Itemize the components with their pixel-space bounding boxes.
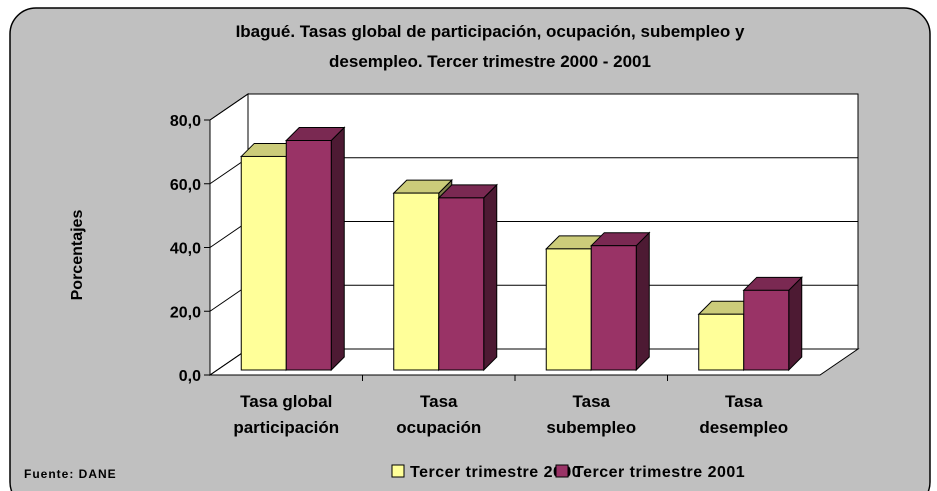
legend-swatch	[391, 464, 405, 478]
bar-front	[590, 245, 637, 371]
x-tick-label: Tasa ocupación	[396, 392, 481, 437]
y-tick-label: 20,0	[170, 304, 201, 321]
bar-side	[330, 126, 345, 372]
y-tick-label: 0,0	[179, 368, 201, 385]
bar-front	[240, 155, 287, 371]
bar-side	[788, 276, 803, 372]
source-note: Fuente: DANE	[24, 467, 117, 481]
legend-label: Tercer trimestre 2001	[574, 464, 745, 481]
bar	[437, 183, 498, 372]
x-tick-label: Tasa subempleo	[546, 392, 636, 437]
y-tick-label: 80,0	[170, 113, 201, 130]
y-tick-label: 40,0	[170, 241, 201, 258]
bar	[742, 276, 803, 372]
grid-line	[209, 93, 858, 121]
bar-front	[545, 248, 592, 371]
y-axis-label: Porcentajes	[69, 210, 86, 301]
bar-front	[743, 289, 790, 371]
bar-front	[285, 140, 332, 371]
chart-title: Ibagué. Tasas global de participación, o…	[236, 22, 745, 41]
chart-title: desempleo. Tercer trimestre 2000 - 2001	[329, 52, 651, 71]
bar-front	[393, 192, 440, 371]
bar-side	[483, 183, 498, 372]
bar-front	[438, 197, 485, 371]
bar	[590, 231, 651, 372]
x-tick-label: Tasa desempleo	[699, 392, 788, 437]
legend-label: Tercer trimestre 2000	[410, 464, 581, 481]
y-tick-label: 60,0	[170, 177, 201, 194]
bar	[285, 126, 346, 372]
legend-swatch	[555, 464, 569, 478]
bar-side	[635, 231, 650, 372]
bar-front	[698, 313, 745, 371]
x-tick-label: Tasa global participación	[233, 392, 339, 437]
